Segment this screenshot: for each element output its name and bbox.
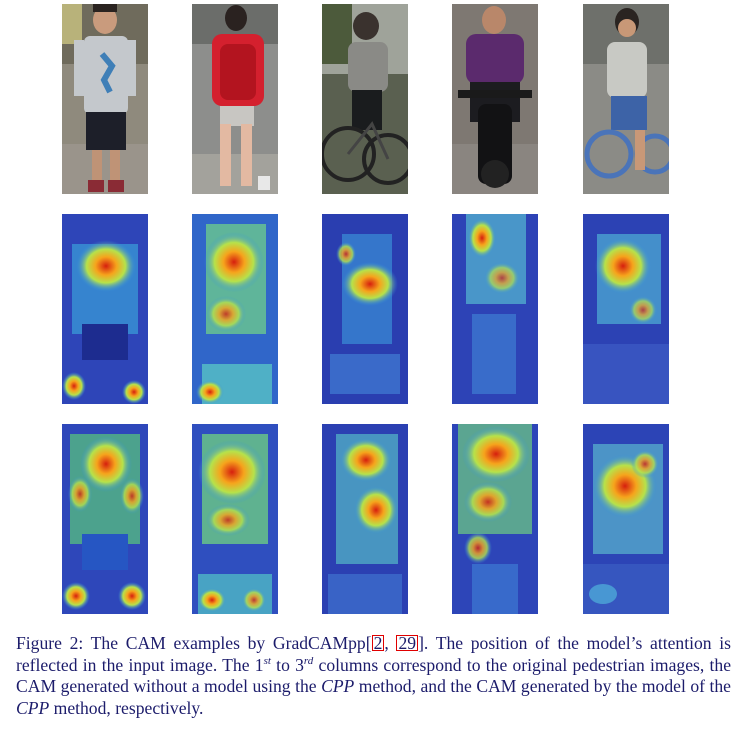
photo-pedestrian-3 [322, 4, 408, 194]
caption-text: ]. The position of the model’s attention… [16, 633, 732, 675]
caption-emphasis: CPP [321, 676, 355, 696]
photo-pedestrian-2 [192, 4, 278, 194]
cam-with-cpp-4 [452, 424, 538, 614]
cam-without-cpp-3 [322, 214, 408, 404]
citation-link-2[interactable]: 2 [371, 633, 385, 653]
caption-text: method, respectively. [49, 697, 204, 718]
photo-pedestrian-1 [62, 4, 148, 194]
cam-without-cpp-2 [192, 214, 278, 404]
caption-emphasis: CPP [16, 697, 50, 718]
caption-superscript: rd [303, 654, 314, 667]
figure-image-grid [62, 4, 669, 614]
figure-caption: Figure 2: The CAM examples by GradCAMpp[… [16, 633, 731, 719]
cam-without-cpp-4 [452, 214, 538, 404]
citation-link-29[interactable]: 29 [396, 633, 419, 653]
photo-pedestrian-5 [583, 4, 669, 194]
cam-without-cpp-5 [583, 214, 669, 404]
cam-without-cpp-1 [62, 214, 148, 404]
cam-with-cpp-5 [583, 424, 669, 614]
caption-text: columns correspond to the original pedes… [16, 654, 732, 697]
photo-pedestrian-4 [452, 4, 538, 194]
caption-superscript: st [263, 654, 271, 667]
caption-text: to 3 [270, 654, 304, 675]
cam-with-cpp-2 [192, 424, 278, 614]
caption-text: , [384, 633, 397, 653]
cam-with-cpp-3 [322, 424, 408, 614]
caption-text: Figure 2: The CAM examples by GradCAMpp[ [16, 633, 372, 653]
caption-text: method, and the CAM generated by the mod… [354, 676, 731, 696]
cam-with-cpp-1 [62, 424, 148, 614]
